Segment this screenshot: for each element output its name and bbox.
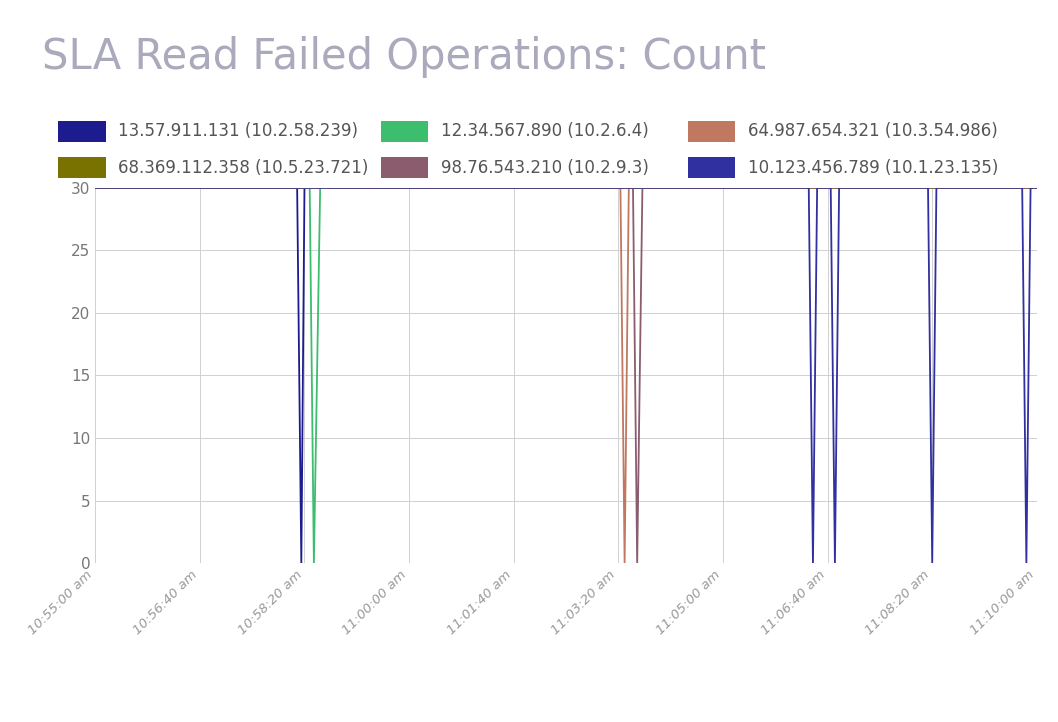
Text: 12.34.567.890 (10.2.6.4): 12.34.567.890 (10.2.6.4) xyxy=(441,123,649,140)
Text: 13.57.911.131 (10.2.58.239): 13.57.911.131 (10.2.58.239) xyxy=(118,123,359,140)
Text: 64.987.654.321 (10.3.54.986): 64.987.654.321 (10.3.54.986) xyxy=(748,123,998,140)
Text: 10.123.456.789 (10.1.23.135): 10.123.456.789 (10.1.23.135) xyxy=(748,159,999,176)
Text: 98.76.543.210 (10.2.9.3): 98.76.543.210 (10.2.9.3) xyxy=(441,159,649,176)
Text: SLA Read Failed Operations: Count: SLA Read Failed Operations: Count xyxy=(42,36,766,78)
Text: 68.369.112.358 (10.5.23.721): 68.369.112.358 (10.5.23.721) xyxy=(118,159,369,176)
